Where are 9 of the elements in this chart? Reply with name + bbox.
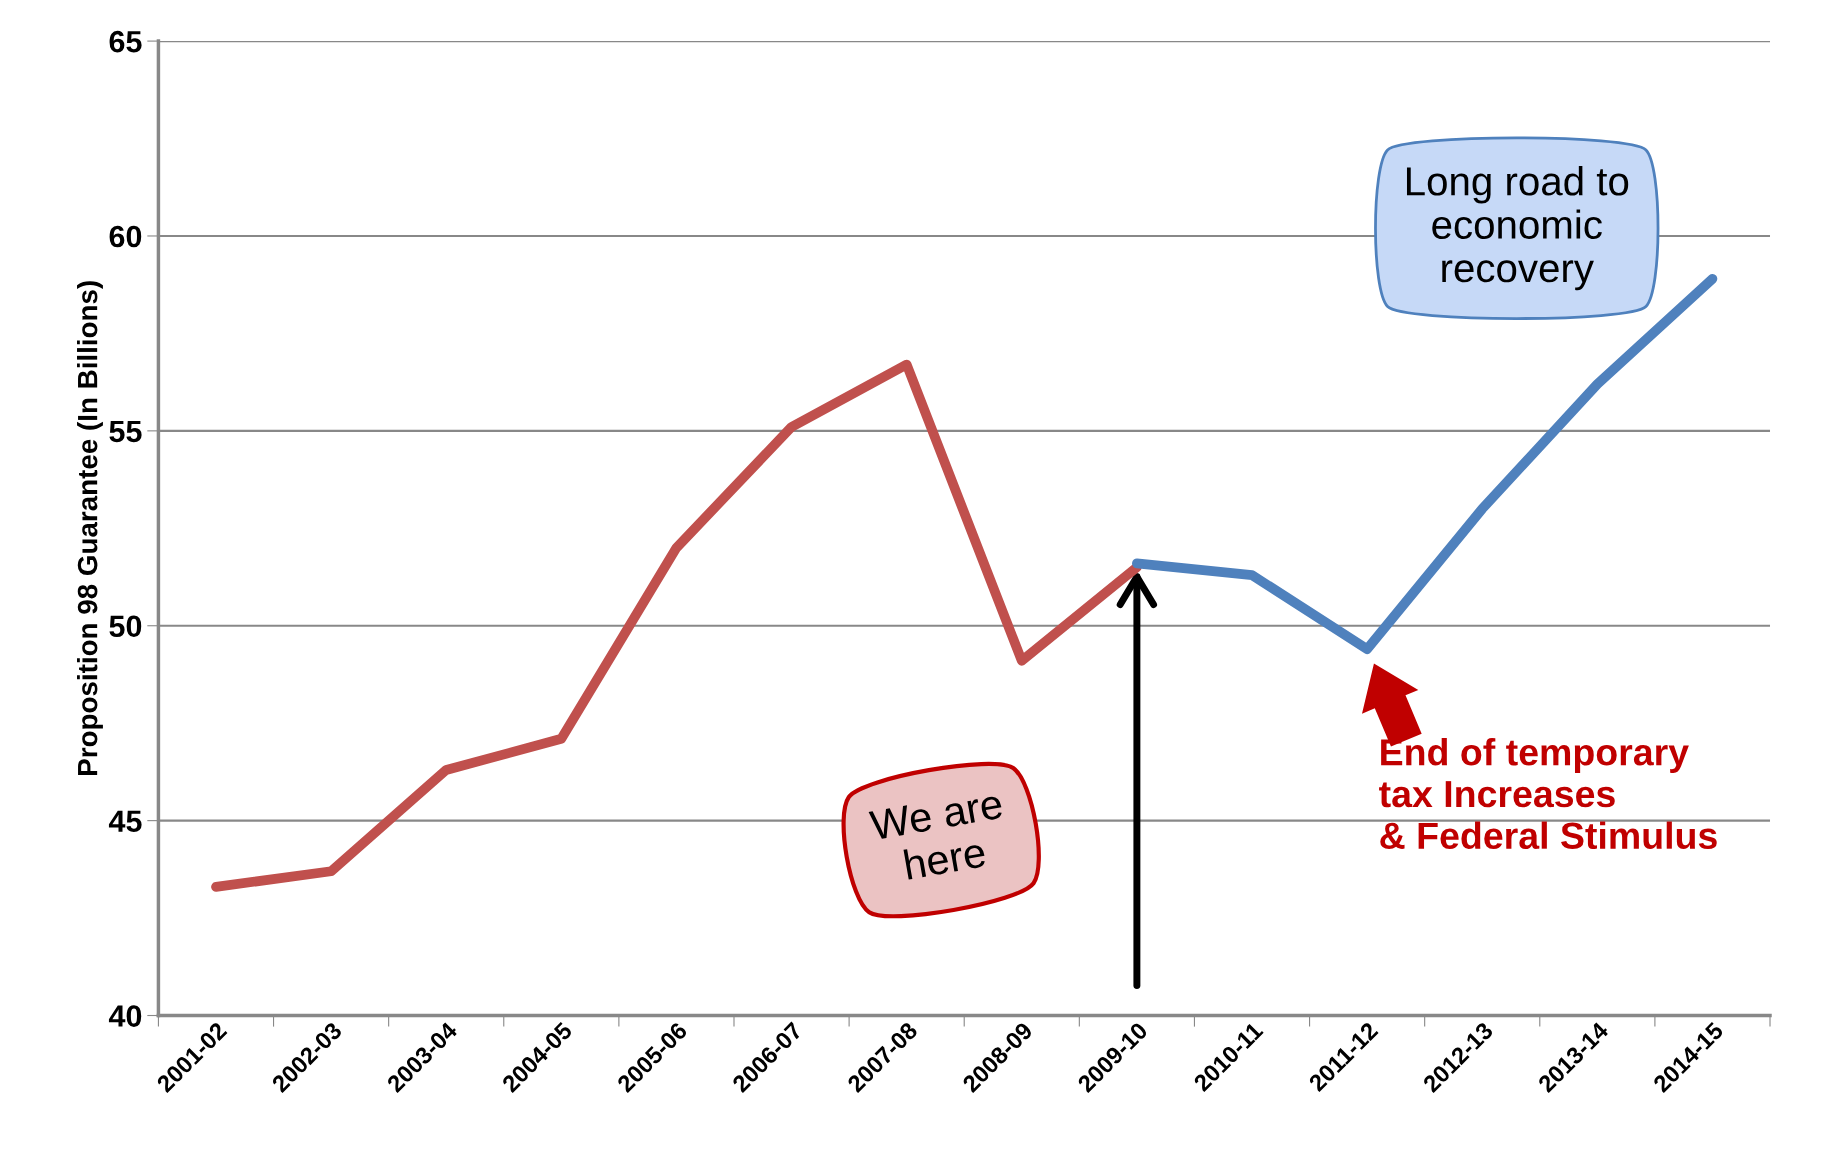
y-tick-label: 50	[109, 615, 142, 638]
y-tick-label: 40	[108, 1005, 142, 1027]
y-tick-label: 65	[109, 30, 142, 53]
annotation: Long road to economic recovery	[1406, 166, 1629, 291]
y-axis-title: Proposition 98 Guarantee (In Billions)	[77, 281, 103, 775]
y-tick-label: 55	[109, 420, 142, 443]
y-tick-label: 45	[108, 810, 142, 832]
y-tick-label: 60	[109, 225, 142, 248]
annotation: We are here	[868, 789, 1004, 880]
